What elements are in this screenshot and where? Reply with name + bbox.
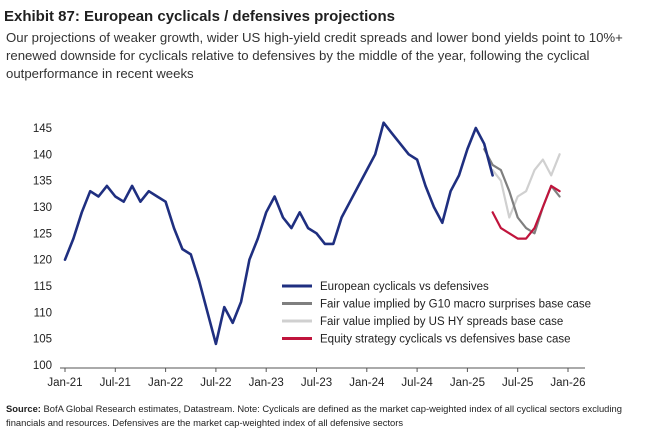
y-tick-label: 135 (33, 176, 52, 188)
x-tick-label: Jan-21 (47, 377, 82, 389)
legend-label-3: Fair value implied by US HY spreads base… (320, 316, 563, 328)
y-tick-label: 140 (33, 149, 52, 161)
x-tick-label: Jan-22 (148, 377, 183, 389)
y-tick-label: 100 (33, 360, 52, 372)
y-tick-label: 130 (33, 202, 52, 214)
series-line-3 (491, 153, 561, 219)
y-tick-label: 115 (34, 281, 52, 293)
legend-label-1: European cyclicals vs defensives (320, 281, 489, 293)
x-tick-label: Jan-26 (550, 377, 585, 389)
chart-subtitle: Our projections of weaker growth, wider … (6, 30, 623, 81)
x-tick-label: Jul-21 (100, 377, 131, 389)
line-chart: 100 105 110 115 120 125 130 135 140 145 Jan-21 Jul-… (33, 121, 591, 389)
y-tick-label: 120 (33, 255, 52, 267)
series-layer (63, 121, 561, 346)
source-note: Source: BofA Global Research estimates, … (6, 402, 656, 430)
axes: 100 105 110 115 120 125 130 135 140 145 Jan-21 Jul-… (33, 123, 586, 389)
legend: European cyclicals vs defensives Fair val… (282, 281, 591, 346)
y-tick-label: 145 (33, 123, 52, 135)
y-tick-label: 105 (33, 334, 52, 346)
legend-label-2: Fair value implied by G10 macro surprise… (320, 299, 591, 311)
y-tick-label: 125 (33, 228, 52, 240)
x-tick-label: Jan-23 (249, 377, 284, 389)
legend-label-4: Equity strategy cyclicals vs defensives … (320, 334, 571, 346)
x-tick-label: Jul-24 (401, 377, 433, 389)
source-text: BofA Global Research estimates, Datastre… (6, 403, 622, 428)
x-tick-label: Jan-24 (349, 377, 385, 389)
series-line-1 (63, 121, 494, 346)
x-tick-label: Jan-25 (450, 377, 485, 389)
x-tick-label: Jul-23 (301, 377, 332, 389)
source-label: Source: (6, 403, 41, 414)
series-line-4 (491, 184, 561, 240)
x-tick-label: Jul-22 (200, 377, 231, 389)
chart-title: Exhibit 87: European cyclicals / defensi… (4, 8, 395, 25)
x-tick-label: Jul-25 (502, 377, 533, 389)
y-tick-label: 110 (34, 307, 52, 319)
